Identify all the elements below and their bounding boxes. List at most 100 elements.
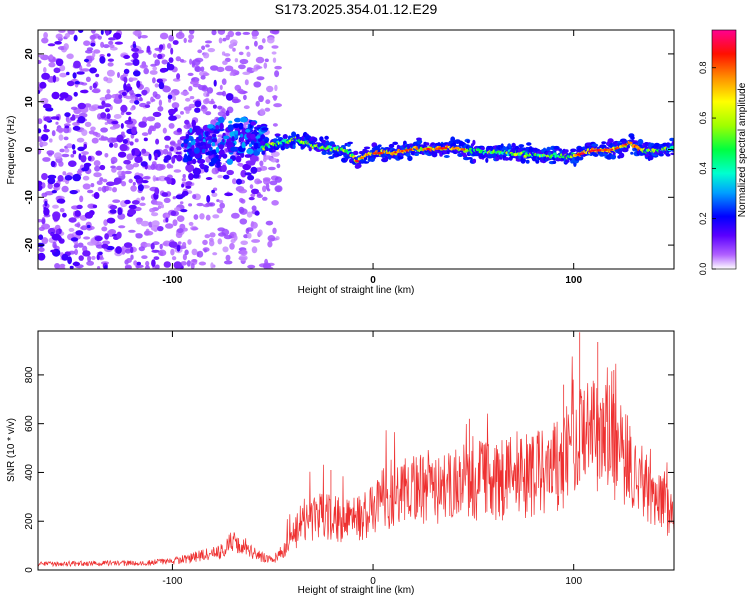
noise-blob: [251, 246, 258, 254]
noise-blob: [103, 265, 108, 269]
snr-xtick-label: 0: [370, 576, 376, 587]
ridge-halo: [274, 133, 281, 137]
ridge-peak: [591, 149, 596, 152]
noise-blob: [86, 63, 91, 67]
snr-frame: [37, 330, 675, 571]
transition-blob: [246, 148, 254, 155]
noise-blob: [49, 138, 53, 143]
noise-blob: [189, 30, 195, 35]
ridge-halo: [526, 142, 532, 146]
spectrogram-ytick-label: 0: [24, 146, 35, 152]
noise-blob: [64, 175, 73, 181]
noise-blob: [107, 230, 115, 236]
noise-blob: [183, 106, 192, 112]
ridge-halo: [508, 143, 511, 149]
noise-blob: [166, 177, 172, 185]
noise-blob: [118, 225, 126, 229]
noise-blob: [90, 34, 97, 40]
ridge-halo: [552, 160, 557, 164]
noise-blob: [247, 174, 255, 181]
transition-blob: [226, 158, 233, 165]
noise-blob: [78, 30, 84, 33]
noise-blob: [251, 205, 257, 211]
ridge-peak: [408, 148, 413, 151]
transition-blob: [190, 136, 194, 142]
noise-blob: [143, 67, 149, 75]
noise-blob: [159, 44, 164, 50]
transition-blob: [227, 124, 234, 131]
noise-blob: [267, 36, 275, 44]
noise-blob: [107, 62, 114, 67]
ridge-halo: [472, 139, 476, 146]
colorbar-tick-label: 0.4: [698, 162, 708, 175]
noise-blob: [85, 49, 93, 54]
noise-blob: [72, 173, 82, 182]
ridge-halo: [511, 142, 516, 149]
colorbar-tick-label: 0.6: [698, 112, 708, 125]
noise-blob: [209, 232, 216, 238]
noise-blob: [148, 153, 152, 161]
noise-blob: [253, 81, 262, 88]
noise-blob: [92, 52, 96, 58]
noise-blob: [262, 196, 268, 201]
noise-blob: [137, 184, 144, 192]
noise-blob: [272, 95, 278, 99]
noise-blob: [173, 261, 182, 269]
noise-blob: [217, 238, 223, 245]
noise-blob: [38, 252, 46, 261]
noise-blob: [61, 185, 69, 193]
noise-blob: [176, 154, 183, 162]
noise-blob: [181, 177, 187, 182]
noise-blob: [263, 62, 268, 69]
noise-blob: [104, 153, 109, 158]
ridge-halo: [355, 163, 362, 169]
noise-blob: [168, 34, 175, 42]
noise-blob: [200, 66, 205, 72]
noise-blob: [138, 246, 145, 252]
noise-blob: [123, 242, 133, 248]
noise-blob: [224, 65, 234, 72]
snr-xtick-label: -100: [162, 576, 182, 587]
noise-blob: [207, 48, 216, 53]
noise-blob: [158, 249, 167, 257]
noise-blob: [245, 228, 250, 234]
noise-blob: [124, 265, 132, 269]
noise-blob: [172, 219, 178, 227]
noise-blob: [73, 91, 78, 97]
noise-blob: [38, 234, 44, 240]
noise-blob: [38, 180, 43, 186]
ridge-peak: [608, 148, 612, 151]
noise-blob: [271, 151, 280, 157]
noise-blob: [87, 155, 92, 161]
ridge-peak: [377, 152, 383, 155]
noise-blob: [38, 54, 44, 58]
noise-blob: [244, 79, 249, 86]
noise-blob: [139, 202, 146, 206]
noise-blob: [251, 239, 261, 243]
noise-blob: [140, 161, 148, 167]
noise-blob: [133, 175, 141, 180]
noise-blob: [150, 164, 156, 170]
transition-blob: [250, 133, 256, 140]
transition-blob: [193, 147, 200, 154]
noise-blob: [157, 226, 164, 232]
noise-blob: [194, 66, 202, 73]
ridge-halo: [480, 146, 485, 151]
noise-blob: [121, 170, 126, 177]
noise-blob: [183, 149, 188, 153]
noise-blob: [102, 240, 111, 245]
noise-blob: [238, 188, 248, 194]
noise-blob: [194, 100, 202, 108]
noise-blob: [188, 203, 193, 207]
noise-blob: [123, 159, 131, 165]
noise-blob: [168, 98, 172, 103]
noise-blob: [58, 134, 64, 141]
noise-blob: [153, 256, 160, 260]
transition-blob: [183, 138, 189, 144]
noise-blob: [165, 213, 169, 217]
noise-blob: [55, 33, 63, 40]
noise-blob: [117, 207, 122, 215]
page-title: S173.2025.354.01.12.E29: [275, 1, 438, 17]
noise-blob: [83, 163, 90, 171]
noise-blob: [130, 185, 137, 192]
